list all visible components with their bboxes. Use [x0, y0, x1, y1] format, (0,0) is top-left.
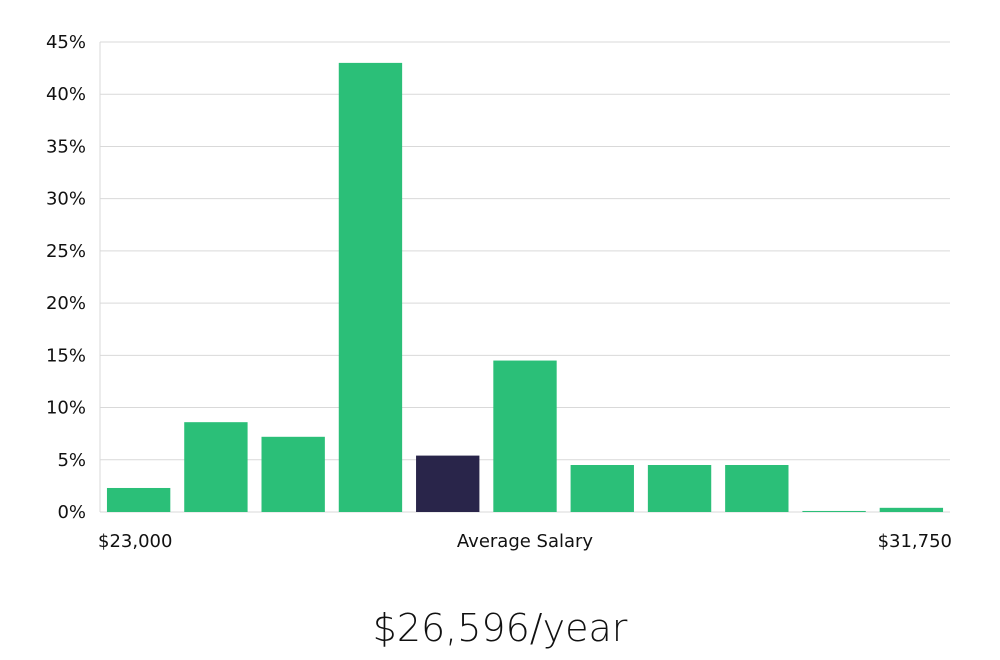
- bar: [184, 422, 248, 512]
- y-tick-label: 20%: [46, 293, 86, 314]
- y-tick-label: 25%: [46, 241, 86, 262]
- bar: [725, 465, 789, 512]
- salary-distribution-chart: 0% 5% 10% 15% 20% 25% 30% 35% 40% 45% $23,000 Ave…: [46, 32, 952, 552]
- bar: [338, 62, 403, 513]
- y-tick-label: 30%: [46, 189, 86, 210]
- y-tick-label: 15%: [46, 345, 86, 366]
- bar: [802, 510, 866, 512]
- y-tick-label: 35%: [46, 136, 86, 157]
- bar: [106, 487, 171, 512]
- y-tick-label: 0%: [57, 502, 86, 523]
- bar-highlight: [416, 455, 480, 512]
- y-tick-label: 45%: [46, 32, 86, 53]
- x-min-label: $23,000: [98, 531, 172, 552]
- average-salary-value: $26,596/year: [372, 606, 628, 650]
- y-tick-label: 10%: [46, 398, 86, 419]
- y-tick-label: 5%: [57, 450, 86, 471]
- bar: [647, 465, 712, 512]
- bar: [879, 507, 944, 512]
- bar: [261, 436, 325, 512]
- bar: [493, 360, 557, 512]
- bar: [570, 465, 634, 512]
- x-max-label: $31,750: [878, 531, 952, 552]
- y-axis-tick-labels: 0% 5% 10% 15% 20% 25% 30% 35% 40% 45%: [46, 32, 86, 523]
- x-axis-label: Average Salary: [457, 531, 594, 552]
- y-tick-label: 40%: [46, 84, 86, 105]
- bars: [106, 62, 944, 513]
